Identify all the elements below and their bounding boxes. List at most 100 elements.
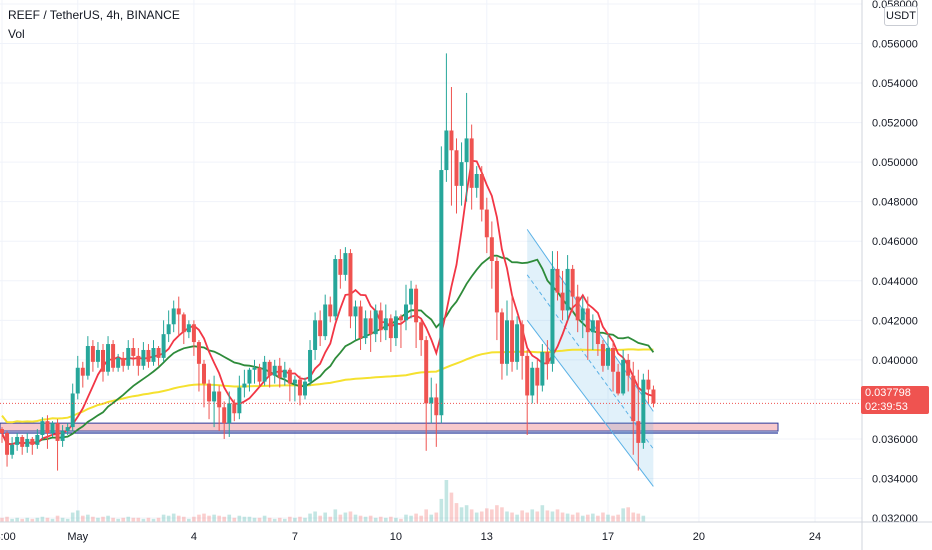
candle — [606, 334, 610, 370]
volume-bar — [252, 517, 257, 522]
volume-bar — [394, 517, 398, 522]
volume-bar — [545, 510, 550, 522]
time-axis[interactable]: 14:00 May 4 7 10 13 17 20 24 — [0, 521, 932, 543]
price-tick-label: 0.032000 — [872, 513, 918, 525]
candle-body — [267, 361, 272, 376]
volume-bar — [459, 507, 464, 522]
price-tick-label: 0.040000 — [872, 355, 918, 367]
volume-bar — [298, 516, 302, 522]
volume-bar — [262, 515, 267, 522]
volume-bar — [121, 517, 125, 522]
volume-bar — [606, 514, 610, 522]
candle-body — [121, 357, 126, 366]
volume-indicator-label[interactable]: Vol — [8, 27, 25, 41]
volume-bar — [176, 515, 181, 522]
candle — [570, 264, 575, 313]
candle-body — [505, 320, 509, 364]
candle-body — [363, 318, 368, 339]
volume-bar — [75, 510, 80, 522]
volume-bar — [288, 516, 292, 522]
candle — [15, 433, 20, 451]
volume-bar — [353, 514, 358, 522]
candle — [378, 302, 383, 343]
candle — [101, 344, 105, 382]
candle — [459, 142, 464, 206]
volume-bar — [591, 513, 595, 522]
candle-body — [611, 348, 616, 372]
candle-body — [398, 316, 403, 321]
fast-moving-average — [1, 159, 654, 446]
candle-body — [161, 334, 166, 358]
candle-body — [489, 237, 494, 261]
candle-body — [303, 381, 307, 396]
currency-button[interactable]: USDT — [884, 6, 918, 26]
candle — [343, 247, 348, 281]
candle-body — [308, 349, 313, 382]
symbol-title[interactable]: REEF / TetherUS, 4h, BINANCE — [8, 8, 180, 22]
volume-bar — [293, 517, 297, 522]
candle — [171, 300, 176, 333]
volume-bar — [50, 518, 55, 522]
candle — [333, 255, 338, 321]
candle — [20, 435, 25, 455]
price-tick-label: 0.058000 — [872, 0, 918, 11]
candle-body — [338, 259, 343, 275]
volume-bar — [136, 517, 141, 522]
volume-bar — [384, 517, 388, 522]
candle-body — [434, 397, 439, 416]
candle-body — [565, 268, 570, 311]
volume-bar — [267, 517, 272, 522]
volume-bar — [222, 516, 226, 522]
candle-body — [449, 130, 454, 151]
candle — [434, 383, 439, 447]
volume-bar — [227, 514, 232, 522]
candle-body — [590, 320, 595, 333]
candle-body — [318, 320, 323, 337]
candle-body — [353, 306, 358, 317]
support-zone[interactable] — [0, 422, 779, 434]
price-tick-label: 0.034000 — [872, 474, 918, 486]
candle — [136, 348, 141, 376]
volume-bar — [348, 511, 353, 522]
candle — [560, 270, 565, 321]
candle — [358, 300, 363, 350]
candle-body — [287, 369, 292, 384]
candle-body — [75, 367, 80, 394]
candle-body — [313, 320, 318, 350]
volume-bar — [570, 514, 575, 522]
volume-bar — [414, 513, 418, 522]
long-moving-average — [1, 348, 654, 424]
candle-body — [555, 268, 560, 293]
candle-body — [171, 308, 176, 325]
candle-body — [30, 438, 35, 445]
candle-body — [181, 314, 186, 333]
volume-bar — [277, 517, 282, 522]
volume-bar — [60, 517, 65, 522]
candle — [449, 87, 454, 206]
candle — [227, 391, 232, 437]
volume-bar — [611, 515, 615, 522]
candle — [388, 314, 393, 352]
candle — [292, 375, 297, 402]
volume-bar — [535, 511, 540, 522]
grid-lines — [0, 0, 862, 522]
price-axis[interactable]: 0.0320000.0340000.0360000.0380000.040000… — [861, 0, 918, 550]
candle-body — [277, 365, 282, 378]
volume-bars — [0, 480, 646, 522]
candle-body — [242, 383, 247, 388]
candle-body — [111, 344, 116, 368]
candle-body — [515, 324, 520, 362]
candle — [419, 320, 424, 356]
candle-body — [40, 421, 45, 435]
candle-body — [297, 379, 302, 396]
volume-bar — [621, 508, 625, 522]
candle — [510, 294, 515, 372]
candle — [565, 255, 570, 321]
volume-bar — [303, 517, 307, 522]
candle — [479, 166, 484, 222]
candle — [217, 385, 222, 432]
candle — [323, 294, 328, 341]
candle — [60, 425, 65, 447]
candle — [287, 367, 292, 402]
